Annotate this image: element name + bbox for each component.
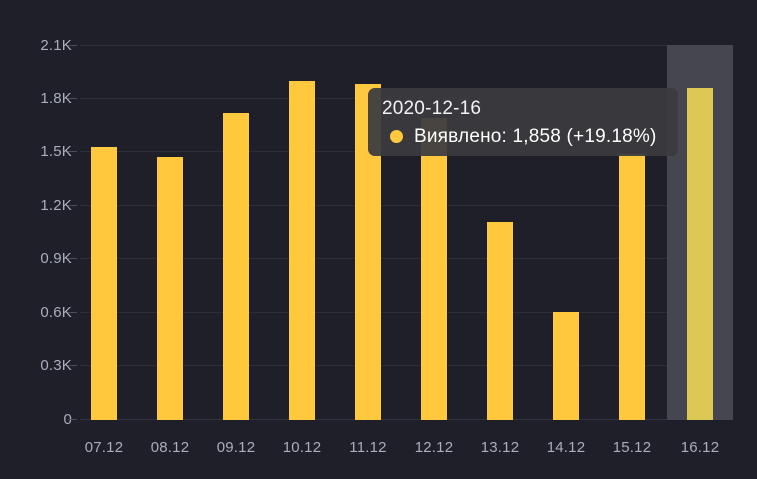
chart-tooltip: 2020-12-16 Виявлено: 1,858 (+19.18%) (368, 88, 678, 156)
y-tick-dash (68, 151, 77, 152)
y-tick-label: 0.6K (40, 304, 72, 321)
y-tick-dash (68, 419, 77, 420)
x-tick-label: 07.12 (84, 439, 124, 456)
x-tick-label: 10.12 (282, 439, 322, 456)
y-tick-label: 0 (12, 412, 72, 427)
y-tick-label: 0.3K (40, 357, 72, 374)
bar-12-12[interactable] (421, 118, 447, 420)
gridline-baseline (80, 419, 733, 420)
y-tick-dash (68, 365, 77, 366)
tooltip-date: 2020-12-16 (382, 98, 482, 119)
y-tick-label: 1.8K (40, 90, 72, 107)
y-tick-dash (68, 45, 77, 46)
bar-07-12[interactable] (91, 147, 117, 420)
gridline (80, 312, 733, 313)
y-tick-label: 1.2K (40, 197, 72, 214)
x-tick-label: 13.12 (480, 439, 520, 456)
bar-16-12[interactable] (687, 88, 713, 420)
bar-09-12[interactable] (223, 113, 249, 420)
x-tick-label: 15.12 (612, 439, 652, 456)
x-tick-label: 12.12 (414, 439, 454, 456)
y-tick-dash (68, 98, 77, 99)
bar-14-12[interactable] (553, 312, 579, 420)
x-tick-label: 16.12 (680, 439, 720, 456)
x-tick-label: 08.12 (150, 439, 190, 456)
tooltip-series-row: Виявлено: 1,858 (+19.18%) (382, 125, 664, 148)
x-tick-label: 11.12 (349, 439, 387, 456)
y-tick-label: 1.5K (40, 143, 72, 160)
y-tick-dash (68, 258, 77, 259)
y-tick-label: 0.9K (40, 250, 72, 267)
gridline (80, 205, 733, 206)
gridline (80, 365, 733, 366)
gridline (80, 45, 733, 46)
x-tick-label: 14.12 (546, 439, 586, 456)
bar-08-12[interactable] (157, 157, 183, 420)
bar-10-12[interactable] (289, 81, 315, 420)
gridline (80, 258, 733, 259)
tooltip-series-value: Виявлено: 1,858 (+19.18%) (414, 126, 657, 147)
y-tick-dash (68, 205, 77, 206)
plot-area (80, 45, 733, 420)
y-tick-label: 2.1K (40, 37, 72, 54)
y-tick-dash (68, 312, 77, 313)
bar-13-12[interactable] (487, 222, 513, 420)
series-marker-icon (390, 130, 403, 143)
x-tick-label: 09.12 (216, 439, 256, 456)
bar-15-12[interactable] (619, 154, 645, 420)
